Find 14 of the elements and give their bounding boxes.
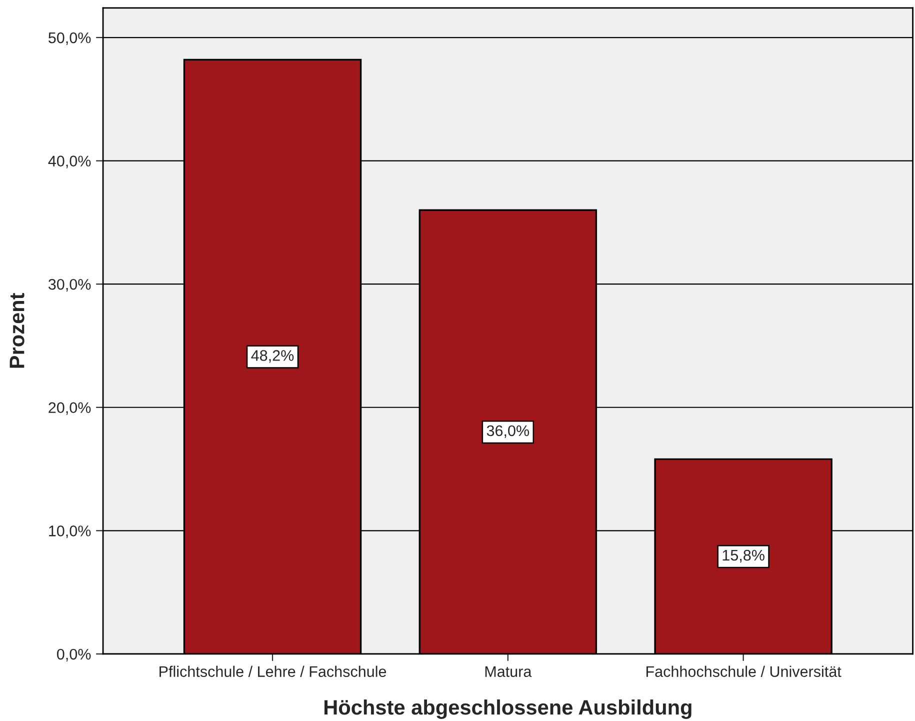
y-tick-label: 0,0% xyxy=(57,648,91,662)
y-tick-label: 20,0% xyxy=(48,402,91,415)
y-tick-label: 50,0% xyxy=(48,32,91,46)
y-tick-label: 30,0% xyxy=(48,278,91,292)
x-tick-label: Pflichtschule / Lehre / Fachschule xyxy=(160,666,386,677)
x-tick-label: Fachhochschule / Universität xyxy=(646,666,842,677)
data-label: 48,2% xyxy=(251,350,294,363)
y-tick-label: 40,0% xyxy=(48,156,91,168)
y-tick-label: 10,0% xyxy=(49,526,91,538)
x-tick-label: Matura xyxy=(485,666,532,677)
x-axis-title: Höchste abgeschlossene Ausbildung xyxy=(324,699,692,719)
y-axis-title: Prozent xyxy=(10,292,24,368)
data-label: 36,0% xyxy=(486,425,530,438)
data-label: 15,8% xyxy=(722,550,764,562)
